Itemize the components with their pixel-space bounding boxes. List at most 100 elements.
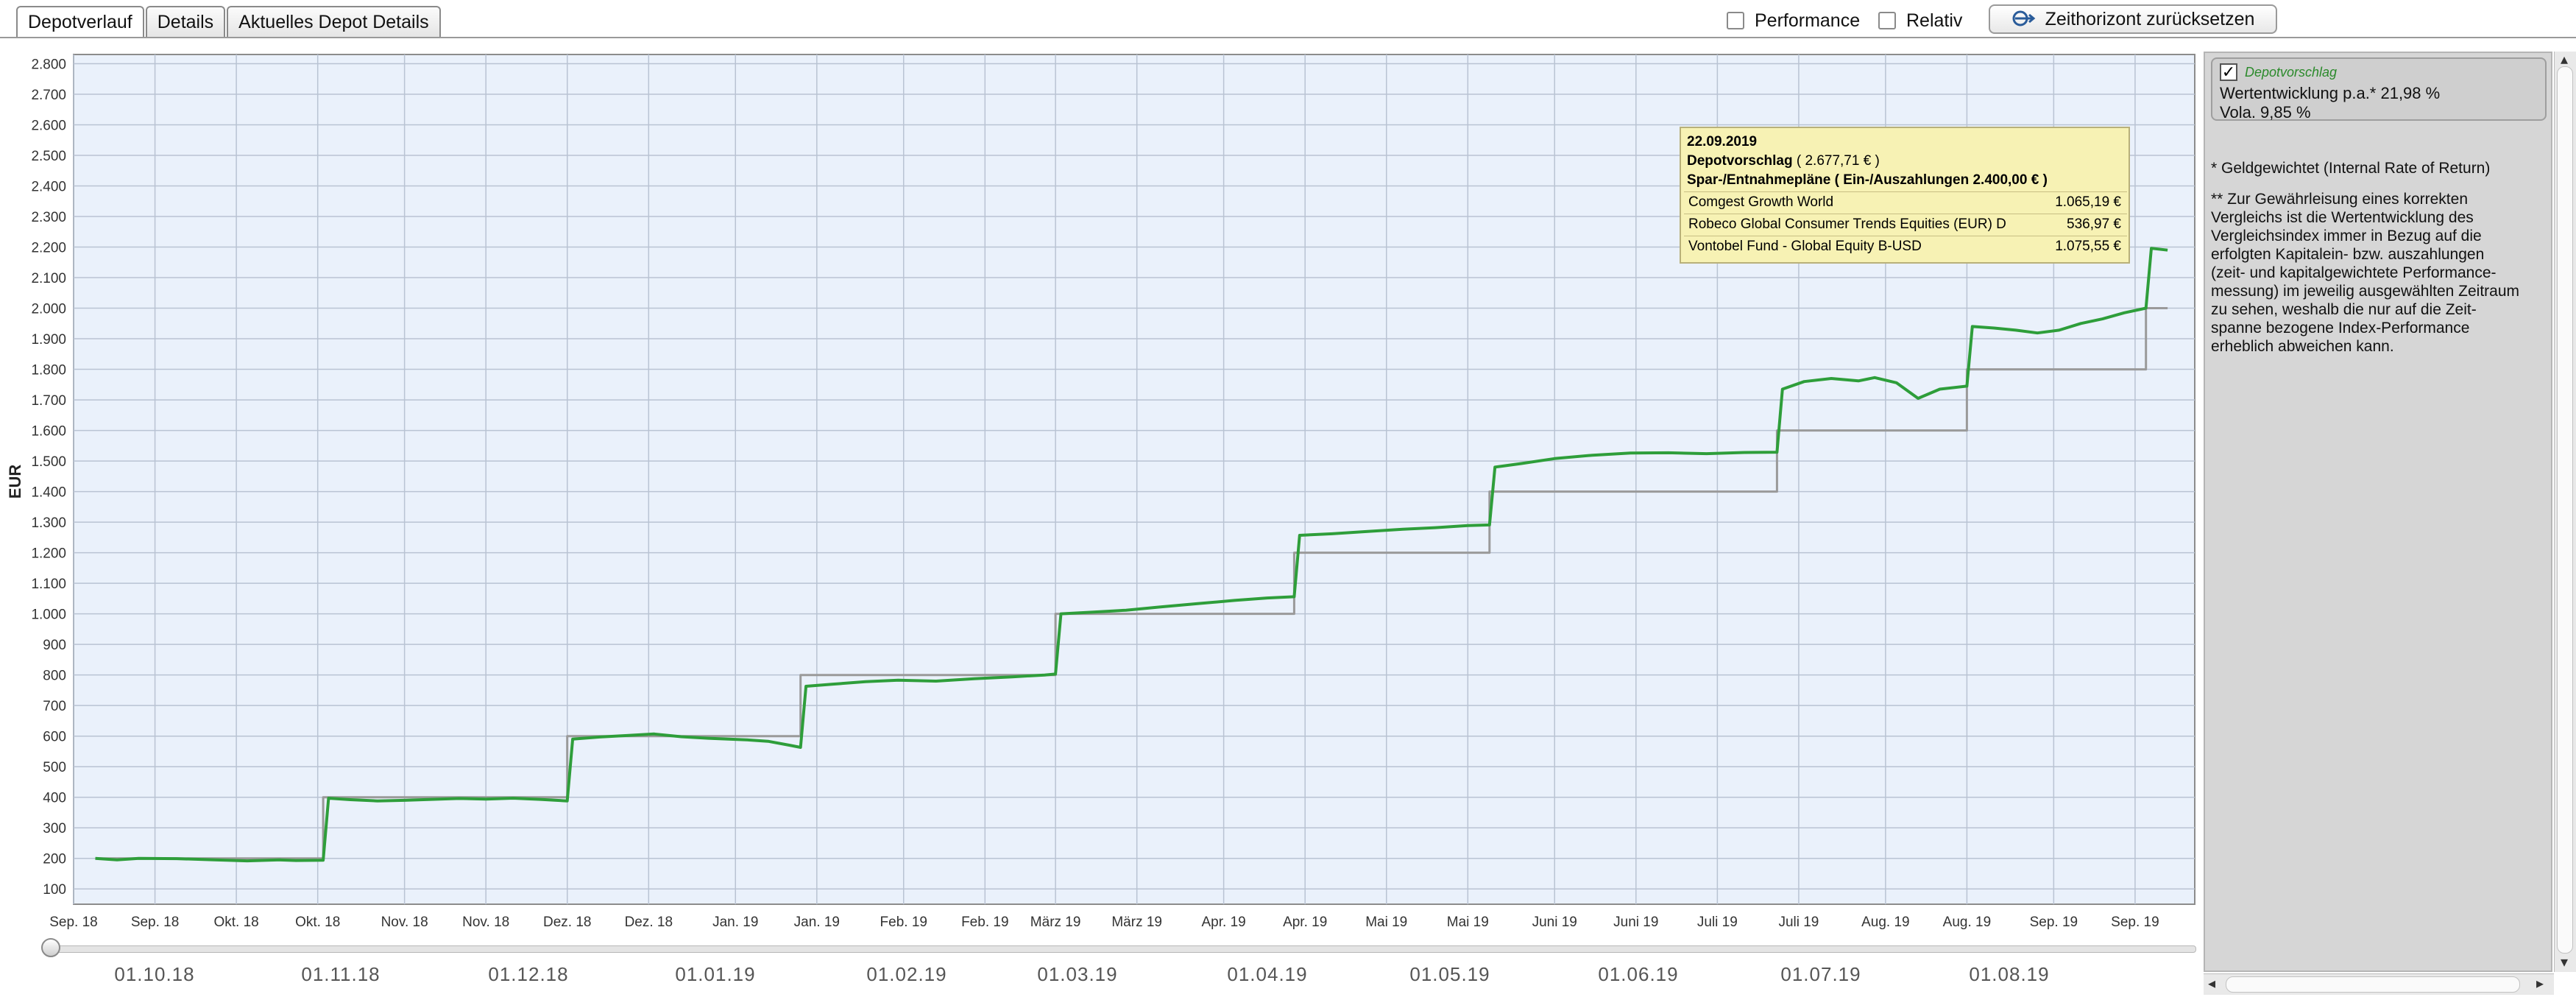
x-tick-label: Apr. 19: [1202, 915, 1246, 930]
scroll-up-icon[interactable]: ▴: [2561, 52, 2569, 68]
legend-series-name: Depotvorschlag: [2245, 65, 2338, 80]
y-tick-label: 1.800: [31, 363, 66, 378]
relativ-label: Relativ: [1906, 10, 1963, 31]
x-tick-label: Feb. 19: [880, 915, 927, 930]
tooltip-row: Robeco Global Consumer Trends Equities (…: [1684, 214, 2127, 235]
vola-text: Vola. 9,85 %: [2220, 103, 2311, 121]
tooltip-date: 22.09.2019: [1687, 134, 1758, 149]
tab-details[interactable]: Details: [145, 6, 226, 38]
y-tick-label: 2.800: [31, 57, 66, 72]
x-tick-label: Okt. 18: [295, 915, 340, 930]
y-tick-label: 1.700: [31, 393, 66, 409]
legend-entry: ✓ Depotvorschlag Wertentwicklung p.a.* 2…: [2211, 57, 2547, 121]
y-tick-label: 2.700: [31, 88, 66, 103]
slider-date-label: 01.10.18: [114, 963, 195, 985]
note-irr: * Geldgewichtet (Internal Rate of Return…: [2211, 160, 2491, 177]
tooltip-fund-name: Comgest Growth World: [1688, 194, 1834, 210]
y-tick-label: 1.000: [31, 607, 66, 623]
x-tick-label: März 19: [1111, 915, 1162, 930]
tooltip-fund-name: Vontobel Fund - Global Equity B-USD: [1688, 239, 1922, 254]
y-tick-label: 2.500: [31, 149, 66, 164]
tooltip-depot-value: ( 2.677,71 € ): [1792, 153, 1880, 169]
y-tick-label: 900: [43, 638, 66, 653]
tab-depotverlauf[interactable]: Depotverlauf: [16, 6, 144, 38]
y-tick-label: 100: [43, 882, 66, 898]
vertical-scroll-thumb[interactable]: [2557, 66, 2573, 954]
note-line: erfolgten Kapitalein- bzw. auszahlungen: [2211, 246, 2485, 263]
x-tick-label: Sep. 19: [2111, 915, 2159, 930]
timeframe-slider-track[interactable]: [46, 945, 2196, 953]
x-tick-label: Okt. 18: [214, 915, 259, 930]
x-tick-label: Juli 19: [1778, 915, 1819, 930]
tooltip-fund-value: 1.065,19 €: [2055, 194, 2121, 210]
relativ-checkbox[interactable]: [1878, 12, 1896, 29]
relativ-toggle[interactable]: Relativ: [1878, 4, 1962, 37]
note-line: spanne bezogene Index-Performance: [2211, 320, 2470, 337]
x-tick-label: Sep. 18: [131, 915, 180, 930]
slider-date-label: 01.11.18: [301, 963, 381, 985]
x-tick-label: Nov. 18: [381, 915, 428, 930]
y-tick-label: 2.400: [31, 179, 66, 194]
x-tick-label: Jan. 19: [794, 915, 840, 930]
y-tick-label: 400: [43, 791, 66, 806]
slider-date-label: 01.03.19: [1037, 963, 1118, 985]
y-tick-label: 2.600: [31, 118, 66, 133]
tab-aktuelles-depot-details[interactable]: Aktuelles Depot Details: [227, 6, 441, 38]
y-tick-label: 1.900: [31, 332, 66, 348]
y-tick-label: 1.400: [31, 485, 66, 501]
tooltip-depot-label: Depotvorschlag: [1687, 153, 1793, 169]
horizontal-scrollbar[interactable]: ◂ ▸: [2204, 973, 2554, 995]
y-tick-label: 2.300: [31, 210, 66, 225]
slider-date-label: 01.06.19: [1598, 963, 1679, 985]
note-line: Vergleichsindex immer in Bezug auf die: [2211, 228, 2482, 244]
note-index-comparison: ** Zur Gewährleisung eines korrekten Verg…: [2211, 190, 2542, 356]
horizontal-scroll-thumb[interactable]: [2226, 976, 2520, 993]
x-tick-label: Jan. 19: [712, 915, 758, 930]
y-tick-label: 2.100: [31, 271, 66, 286]
x-tick-label: Juli 19: [1697, 915, 1738, 930]
tab-divider: [0, 37, 2576, 38]
y-tick-label: 700: [43, 699, 66, 714]
chart-tooltip: 22.09.2019 Depotvorschlag ( 2.677,71 € )…: [1680, 127, 2130, 264]
y-tick-label: 1.300: [31, 515, 66, 531]
tooltip-row: Comgest Growth World 1.065,19 €: [1684, 191, 2127, 213]
x-tick-label: Dez. 18: [625, 915, 673, 930]
reset-timeframe-button[interactable]: Zeithorizont zurücksetzen: [1989, 4, 2277, 34]
slider-date-label: 01.08.19: [1969, 963, 2050, 985]
scroll-down-icon[interactable]: ▾: [2561, 954, 2569, 970]
tooltip-fund-name: Robeco Global Consumer Trends Equities (…: [1688, 216, 2006, 232]
y-tick-label: 1.200: [31, 546, 66, 562]
scroll-left-icon[interactable]: ◂: [2208, 976, 2216, 992]
performance-checkbox[interactable]: [1727, 12, 1744, 29]
slider-date-label: 01.07.19: [1780, 963, 1861, 985]
note-line: (zeit- und kapitalgewichtete Performance…: [2211, 264, 2497, 281]
y-axis-label: EUR: [6, 465, 24, 499]
legend-panel: ✓ Depotvorschlag Wertentwicklung p.a.* 2…: [2204, 52, 2552, 972]
wertentwicklung-text: Wertentwicklung p.a.* 21,98 %: [2220, 84, 2441, 102]
scroll-right-icon[interactable]: ▸: [2536, 976, 2544, 992]
x-tick-label: März 19: [1030, 915, 1081, 930]
timeframe-slider-handle[interactable]: [41, 938, 60, 957]
x-tick-label: Aug. 19: [1861, 915, 1910, 930]
y-tick-label: 300: [43, 821, 66, 836]
slider-date-label: 01.12.18: [488, 963, 569, 985]
vertical-scrollbar[interactable]: ▴ ▾: [2554, 52, 2576, 972]
note-line: ** Zur Gewährleisung eines korrekten: [2211, 191, 2469, 208]
y-tick-label: 500: [43, 760, 66, 775]
tooltip-fund-value: 1.075,55 €: [2055, 239, 2121, 254]
performance-toggle[interactable]: Performance: [1727, 4, 1860, 37]
y-tick-label: 800: [43, 669, 66, 684]
y-tick-label: 1.100: [31, 577, 66, 592]
x-tick-label: Mai 19: [1365, 915, 1407, 930]
series-line-depotvorschlag: [95, 247, 2168, 863]
y-tick-label: 1.600: [31, 424, 66, 440]
note-line: messung) im jeweilig ausgewählten Zeitra…: [2211, 283, 2520, 300]
performance-label: Performance: [1755, 10, 1861, 31]
x-tick-label: Nov. 18: [462, 915, 509, 930]
x-tick-label: Juni 19: [1532, 915, 1577, 930]
y-tick-label: 600: [43, 730, 66, 745]
x-tick-label: Mai 19: [1447, 915, 1489, 930]
legend-checkbox[interactable]: ✓: [2220, 63, 2237, 81]
x-tick-label: Apr. 19: [1283, 915, 1327, 930]
x-tick-label: Juni 19: [1613, 915, 1658, 930]
